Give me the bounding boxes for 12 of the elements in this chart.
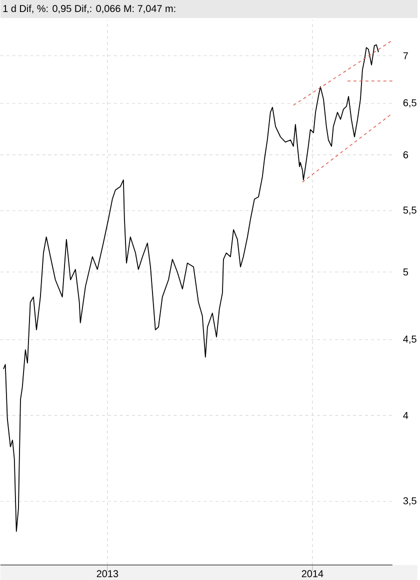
y-tick-label: 5 <box>403 268 408 276</box>
x-tick-label: 2014 <box>302 570 324 578</box>
y-tick-label: 7 <box>403 52 408 60</box>
y-tick-label: 4,5 <box>403 336 416 344</box>
y-tick-label: 6 <box>403 151 408 158</box>
y-tick-label: 3,5 <box>403 497 416 506</box>
y-tick-label: 6,5 <box>403 99 416 108</box>
line-series <box>2 44 379 532</box>
y-tick-label: 5,5 <box>403 206 416 215</box>
y-tick-label: 4 <box>403 412 408 419</box>
x-tick-label: 2013 <box>96 570 118 578</box>
chart-title: 1 d Dif, %: 0,95 Dif,: 0,066 M: 7,047 m: <box>3 4 176 14</box>
